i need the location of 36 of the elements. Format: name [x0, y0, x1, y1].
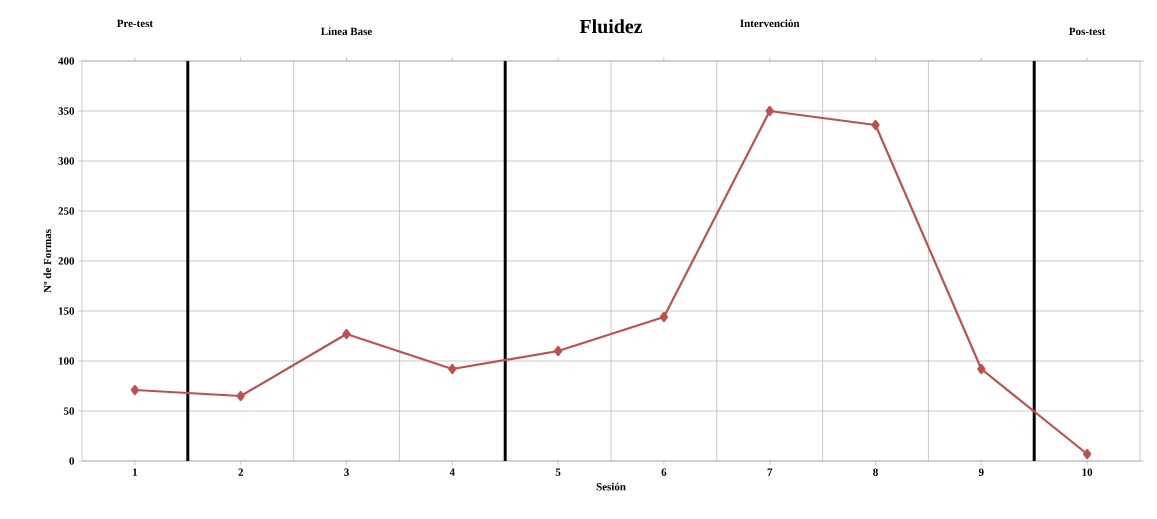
y-tick-label: 300: [58, 157, 75, 165]
point: [448, 363, 457, 375]
point: [236, 390, 245, 402]
y-tick-label: 100: [58, 357, 75, 365]
x-tick-label: 6: [661, 468, 667, 476]
text: Intervención: [740, 19, 800, 28]
point: [342, 328, 351, 340]
x-tick-label: 3: [344, 468, 349, 476]
point: [554, 345, 563, 357]
point: [977, 363, 986, 375]
chart-title: Fluidez: [579, 19, 643, 34]
point: [871, 119, 880, 131]
text: Pos-test: [1069, 27, 1106, 36]
y-tick-label: 200: [58, 257, 75, 265]
text: Línea Base: [320, 27, 372, 36]
text: Pre-test: [116, 19, 153, 28]
point: [130, 384, 139, 396]
x-tick-label: 8: [873, 468, 878, 476]
point: [659, 311, 668, 323]
point: [1083, 448, 1092, 460]
y-tick-label: 0: [69, 457, 75, 465]
x-tick-label: 2: [238, 468, 243, 476]
x-tick-label: 10: [1082, 468, 1093, 476]
y-tick-label: 400: [58, 57, 75, 65]
y-tick-label: 350: [58, 107, 75, 115]
y-tick-label: 250: [58, 207, 75, 215]
x-tick-label: 1: [133, 468, 138, 476]
x-tick-label: 4: [449, 468, 455, 476]
y-tick-label: 150: [58, 307, 75, 315]
x-tick-label: 7: [767, 468, 773, 476]
y-axis-title: Nº de Formas: [43, 229, 52, 293]
x-tick-label: 5: [555, 468, 561, 476]
y-tick-label: 50: [63, 407, 75, 415]
x-tick-label: 9: [978, 468, 984, 476]
point: [765, 105, 774, 117]
x-axis-title: Sesión: [596, 482, 626, 491]
